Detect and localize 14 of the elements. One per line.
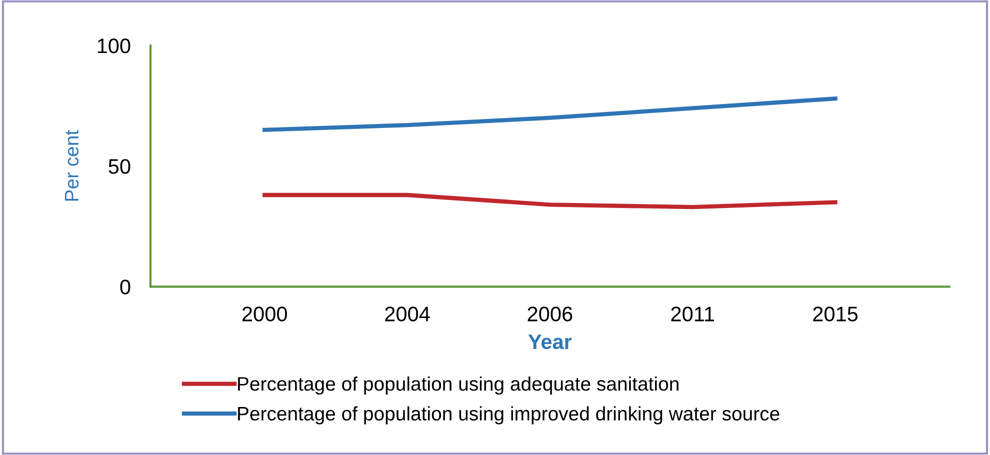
legend-label: Percentage of population using adequate sanitation (238, 376, 678, 395)
x-tick-label: 2000 (242, 306, 287, 322)
x-tick-label: 2011 (671, 306, 714, 322)
y-tick-label: 50 (108, 159, 130, 174)
y-tick-label: 0 (120, 280, 130, 294)
y-axis-title: Per cent (64, 130, 79, 201)
x-axis-title: Year (528, 334, 572, 350)
line-series (262, 96, 838, 132)
x-tick-label: 2006 (528, 306, 572, 322)
y-tick-label: 100 (98, 38, 130, 54)
x-tick-label: 2004 (385, 306, 430, 322)
line-series (262, 192, 838, 210)
x-tick-label: 2015 (813, 306, 858, 322)
legend-label: Percentage of population using improved drinking water source (238, 406, 780, 424)
